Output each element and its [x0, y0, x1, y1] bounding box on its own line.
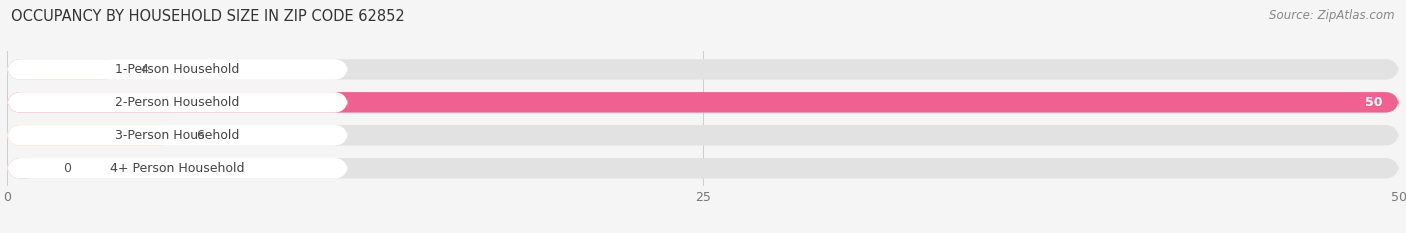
Text: Source: ZipAtlas.com: Source: ZipAtlas.com: [1270, 9, 1395, 22]
FancyBboxPatch shape: [7, 125, 1399, 146]
Text: 4+ Person Household: 4+ Person Household: [110, 162, 245, 175]
Text: OCCUPANCY BY HOUSEHOLD SIZE IN ZIP CODE 62852: OCCUPANCY BY HOUSEHOLD SIZE IN ZIP CODE …: [11, 9, 405, 24]
FancyBboxPatch shape: [7, 158, 1399, 178]
Text: 50: 50: [1365, 96, 1382, 109]
Text: 4: 4: [141, 63, 149, 76]
FancyBboxPatch shape: [7, 125, 174, 146]
FancyBboxPatch shape: [7, 92, 1399, 113]
Text: 2-Person Household: 2-Person Household: [115, 96, 240, 109]
Text: 6: 6: [197, 129, 204, 142]
FancyBboxPatch shape: [7, 92, 1399, 113]
FancyBboxPatch shape: [7, 158, 349, 178]
Text: 0: 0: [63, 162, 70, 175]
FancyBboxPatch shape: [7, 125, 349, 146]
FancyBboxPatch shape: [7, 158, 41, 178]
Text: 3-Person Household: 3-Person Household: [115, 129, 240, 142]
FancyBboxPatch shape: [7, 92, 349, 113]
Text: 1-Person Household: 1-Person Household: [115, 63, 240, 76]
FancyBboxPatch shape: [7, 59, 349, 80]
FancyBboxPatch shape: [7, 59, 118, 80]
FancyBboxPatch shape: [7, 59, 1399, 80]
